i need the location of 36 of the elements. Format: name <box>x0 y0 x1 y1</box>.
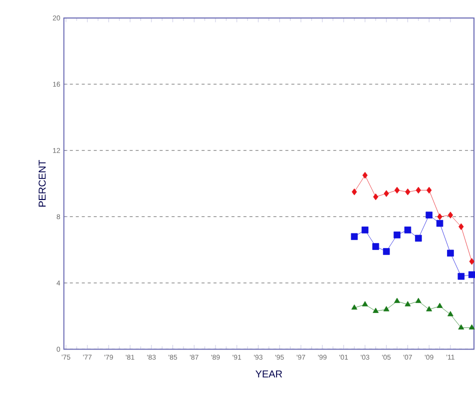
point <box>362 226 368 234</box>
point <box>436 302 443 308</box>
x-axis-title: YEAR <box>256 370 282 378</box>
point <box>394 186 400 194</box>
point <box>426 212 432 218</box>
point <box>405 188 410 196</box>
point <box>384 190 389 197</box>
point <box>372 308 379 313</box>
point <box>416 186 422 194</box>
point <box>415 234 422 242</box>
point <box>373 193 378 200</box>
point <box>426 186 432 194</box>
point <box>394 298 400 303</box>
point <box>383 306 390 312</box>
point <box>404 301 411 306</box>
point <box>382 248 390 255</box>
point <box>350 233 358 240</box>
point <box>447 250 454 257</box>
point <box>458 324 464 330</box>
point <box>437 213 442 220</box>
point <box>447 311 454 316</box>
point <box>436 220 444 227</box>
point <box>394 232 400 238</box>
point <box>352 188 357 196</box>
point <box>458 223 464 230</box>
point <box>372 243 380 250</box>
y-axis-title: PERCENT <box>38 160 46 207</box>
point <box>469 258 474 265</box>
point <box>362 172 368 179</box>
point <box>448 212 454 218</box>
point <box>362 301 368 306</box>
point <box>426 306 432 312</box>
point <box>458 272 465 280</box>
point <box>351 304 358 310</box>
point <box>415 298 422 303</box>
point <box>404 226 412 234</box>
